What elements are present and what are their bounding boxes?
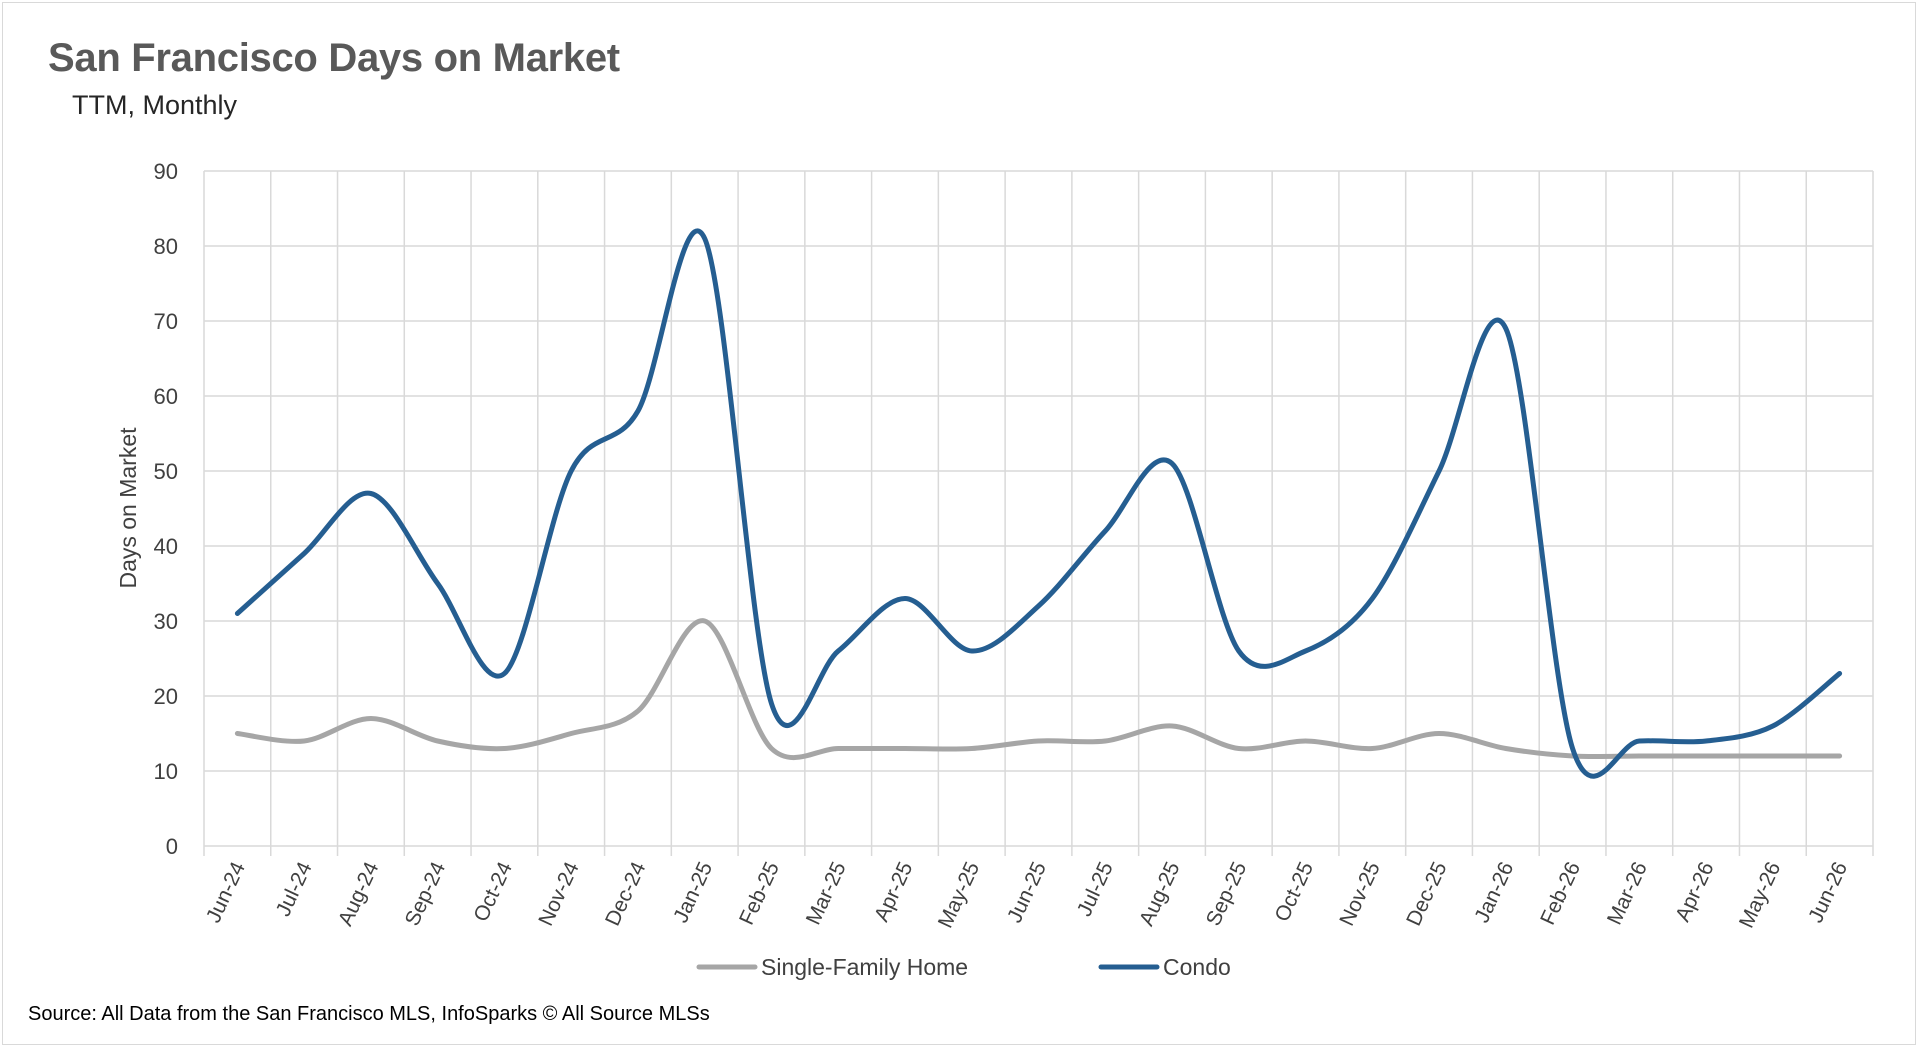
y-axis-ticks: 0 10 20 30 40 50 60 70 80 90 (154, 159, 178, 859)
y-tick-label: 0 (166, 834, 178, 859)
x-tick-label: Mar-25 (802, 858, 851, 928)
x-tick-label: Nov-25 (1335, 858, 1384, 929)
y-tick-label: 70 (154, 309, 178, 334)
legend-single-family-home: Single-Family Home (696, 954, 968, 980)
series-lines (234, 228, 1843, 779)
x-tick-label: Feb-26 (1536, 858, 1585, 928)
x-tick-label: Oct-24 (469, 858, 517, 925)
y-tick-label: 60 (154, 384, 178, 409)
y-tick-label: 30 (154, 609, 178, 634)
x-tick-label: Jun-25 (1003, 858, 1051, 926)
chart-subtitle: TTM, Monthly (72, 90, 238, 120)
x-tick-label: Jul-25 (1073, 858, 1118, 920)
x-tick-label: Aug-25 (1135, 858, 1184, 929)
y-tick-label: 10 (154, 759, 178, 784)
x-tick-label: Jul-24 (272, 858, 317, 920)
chart-title: San Francisco Days on Market (48, 36, 620, 80)
legend-label: Single-Family Home (761, 954, 968, 980)
x-tick-label: Apr-26 (1671, 858, 1718, 925)
condo-line (234, 228, 1843, 779)
x-tick-label: Jun-26 (1804, 858, 1852, 926)
y-tick-label: 50 (154, 459, 178, 484)
x-axis-ticks: Jun-24 Jul-24 Aug-24 Sep-24 Oct-24 Nov-24 Dec-… (202, 858, 1852, 931)
x-tick-label: Jun-24 (202, 858, 250, 926)
legend-label: Condo (1163, 954, 1231, 980)
x-tick-label: Feb-25 (735, 858, 784, 928)
legend: Single-Family Home Condo (696, 954, 1231, 980)
x-tick-label: Aug-24 (334, 858, 384, 929)
x-tick-label: Oct-25 (1271, 858, 1318, 925)
x-tick-label: May-25 (934, 858, 984, 931)
legend-condo: Condo (1098, 954, 1231, 980)
x-tick-label: Dec-24 (601, 858, 651, 929)
x-tick-label: Dec-25 (1402, 858, 1451, 929)
x-tick-label: Jan-26 (1470, 858, 1518, 926)
y-tick-label: 80 (154, 234, 178, 259)
x-tick-label: Sep-24 (401, 858, 451, 929)
y-axis-title: Days on Market (115, 427, 141, 589)
x-tick-label: May-26 (1735, 858, 1785, 931)
single-family-home-line (234, 618, 1843, 760)
y-tick-label: 40 (154, 534, 178, 559)
x-tick-label: Nov-24 (534, 858, 584, 929)
x-tick-label: Sep-25 (1202, 858, 1251, 929)
x-tick-label: Mar-26 (1603, 858, 1652, 928)
x-tick-label: Apr-25 (870, 858, 917, 925)
source-note: Source: All Data from the San Francisco … (28, 1003, 710, 1025)
x-tick-label: Jan-25 (669, 858, 717, 926)
y-tick-label: 20 (154, 684, 178, 709)
y-tick-label: 90 (154, 159, 178, 184)
